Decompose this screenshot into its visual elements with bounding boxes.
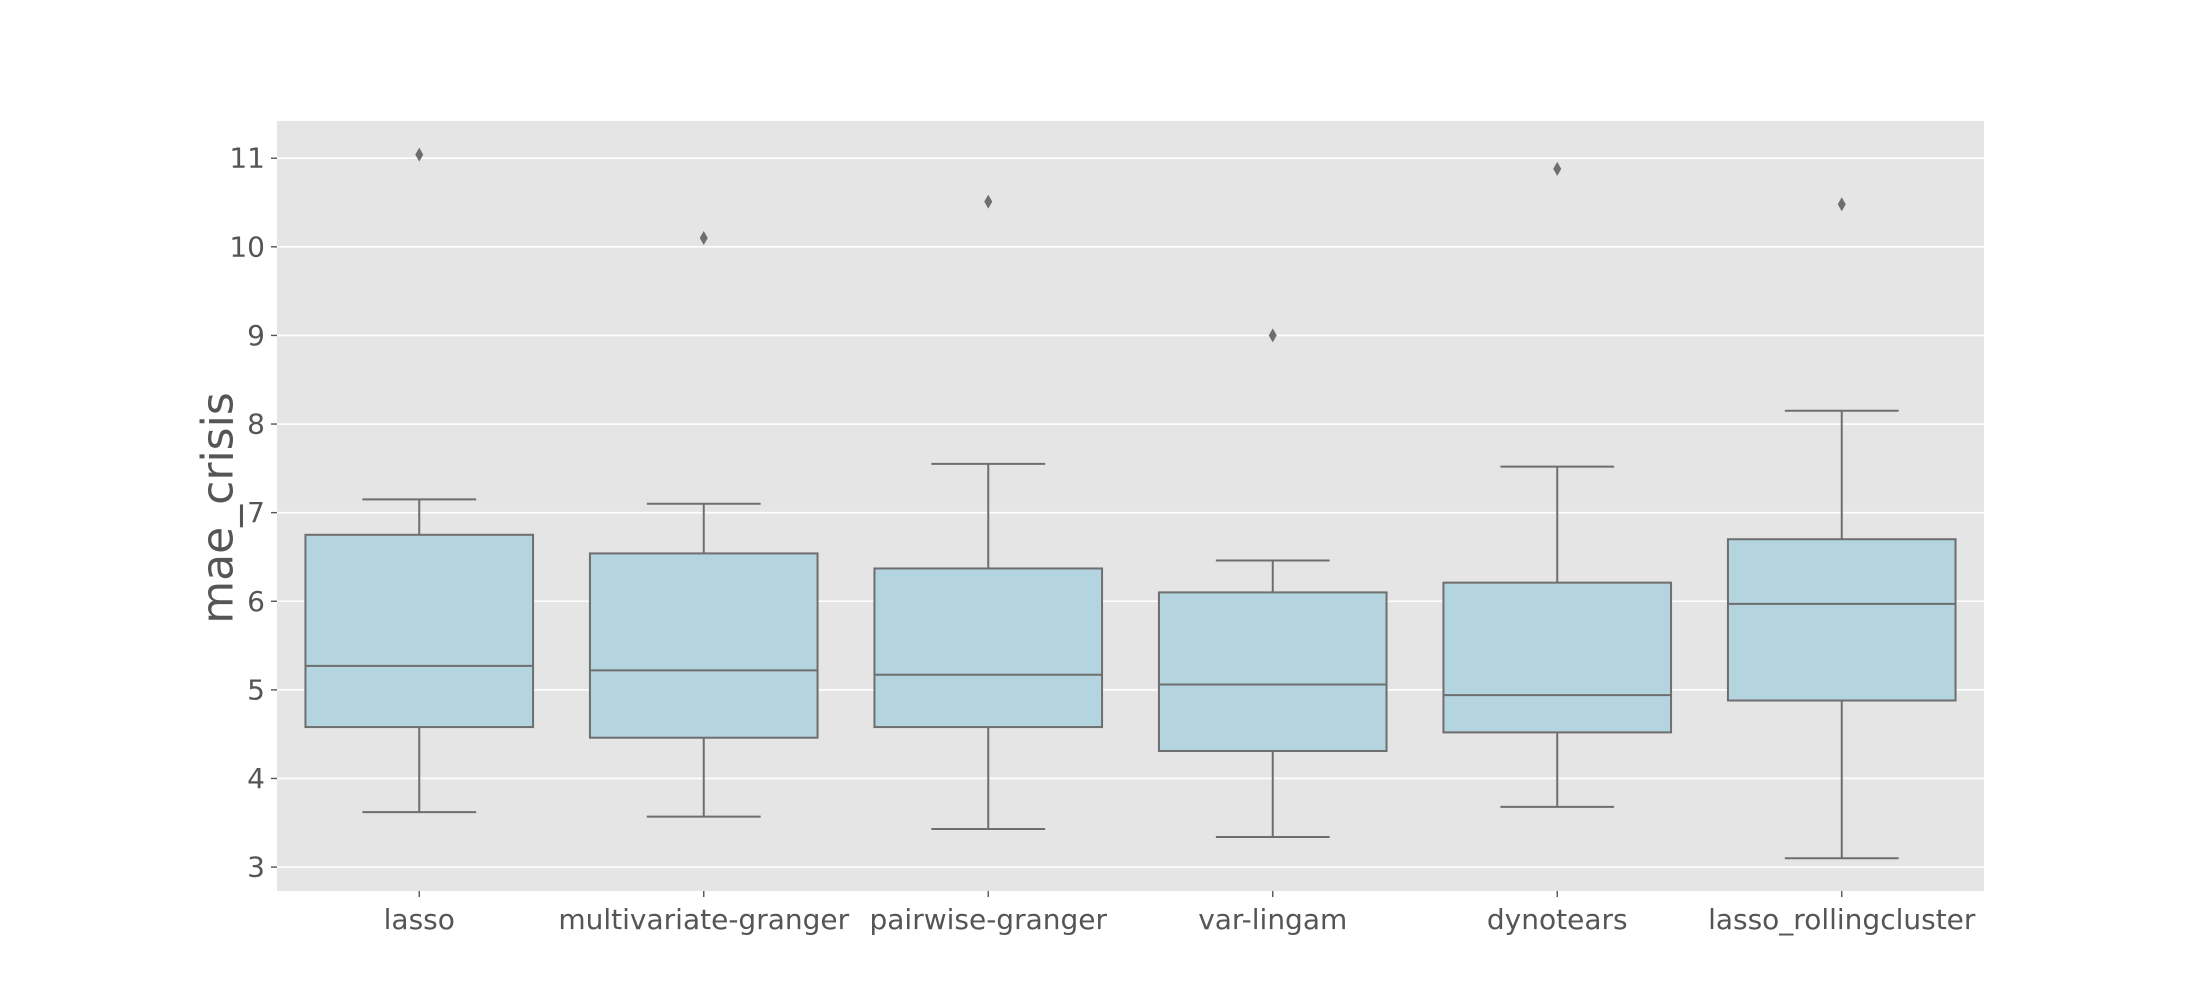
x-tick-label: lasso [384, 903, 455, 936]
box-dynotears [1442, 161, 1673, 808]
box-pairwise-granger [873, 194, 1104, 830]
box-iqr [873, 567, 1104, 729]
outlier-point [699, 230, 708, 245]
x-tick-label: dynotears [1487, 903, 1628, 936]
y-tick-label: 3 [247, 851, 265, 884]
outlier-point [1553, 161, 1562, 176]
x-axis-ticks: lasso multivariate-granger pairwise-grange… [384, 891, 1976, 936]
box-iqr [304, 533, 535, 729]
box-iqr [1726, 538, 1957, 702]
box-var-lingam [1157, 328, 1388, 838]
box-iqr [1157, 591, 1388, 752]
outlier-point [984, 194, 993, 209]
plot-background [277, 121, 1984, 891]
boxes [304, 147, 1957, 860]
y-tick-label: 8 [247, 408, 265, 441]
y-tick-label: 4 [247, 762, 265, 795]
y-tick-label: 6 [247, 585, 265, 618]
y-tick-label: 10 [229, 230, 265, 263]
outlier-point [415, 147, 424, 162]
box-lasso [304, 147, 535, 814]
box-iqr [1442, 581, 1673, 734]
outlier-point [1837, 197, 1846, 212]
y-axis-ticks: 3 4 5 6 7 8 9 10 11 [229, 142, 277, 884]
y-axis-label: mae_crisis [193, 392, 244, 623]
y-tick-label: 11 [229, 142, 265, 175]
x-tick-label: var-lingam [1198, 903, 1347, 936]
grid-lines [277, 157, 1984, 868]
y-tick-label: 9 [247, 319, 265, 352]
outlier-point [1268, 328, 1277, 343]
y-tick-label: 7 [247, 496, 265, 529]
x-tick-label: lasso_rollingcluster [1708, 903, 1976, 936]
box-lasso_rollingcluster [1726, 197, 1957, 860]
box-iqr [588, 552, 819, 739]
y-tick-label: 5 [247, 673, 265, 706]
box-multivariate-granger [588, 230, 819, 818]
x-tick-label: multivariate-granger [558, 903, 849, 936]
x-tick-label: pairwise-granger [869, 903, 1107, 936]
